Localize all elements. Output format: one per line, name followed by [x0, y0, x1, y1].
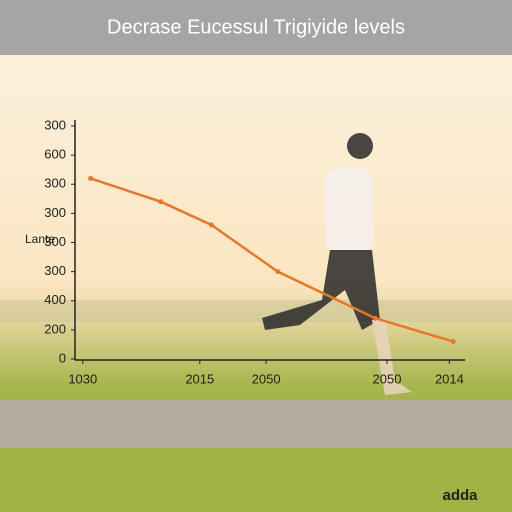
title-bar [0, 0, 512, 55]
y-tick-label: 0 [59, 350, 66, 365]
y-tick-label: 300 [44, 176, 66, 191]
x-tick-label: 2050 [373, 371, 402, 386]
treeline [0, 300, 512, 322]
point [450, 339, 456, 345]
watermark: adda [442, 487, 478, 504]
y-tick-label: 300 [44, 234, 66, 249]
y-tick-label: 300 [44, 263, 66, 278]
y-tick-label: 400 [44, 292, 66, 307]
y-tick-label: 600 [44, 147, 66, 162]
point [209, 222, 214, 228]
y-axis-label: Lante [25, 232, 55, 246]
road [0, 400, 512, 448]
x-tick-label: 2015 [185, 371, 214, 386]
x-tick-label: 2050 [252, 371, 281, 386]
point [372, 315, 378, 321]
grass [0, 448, 512, 512]
y-tick-label: 300 [44, 205, 66, 220]
runner [262, 133, 412, 395]
y-tick-label: 300 [44, 117, 66, 132]
chart-title: Decrase Eucessul Trigiyide levels [107, 16, 405, 38]
point [275, 269, 281, 275]
point [88, 175, 94, 181]
y-tick-label: 200 [44, 321, 66, 336]
x-tick-label: 1030 [68, 371, 97, 386]
line [90, 177, 454, 343]
point [158, 199, 164, 205]
x-tick-label: 2014 [435, 371, 464, 386]
